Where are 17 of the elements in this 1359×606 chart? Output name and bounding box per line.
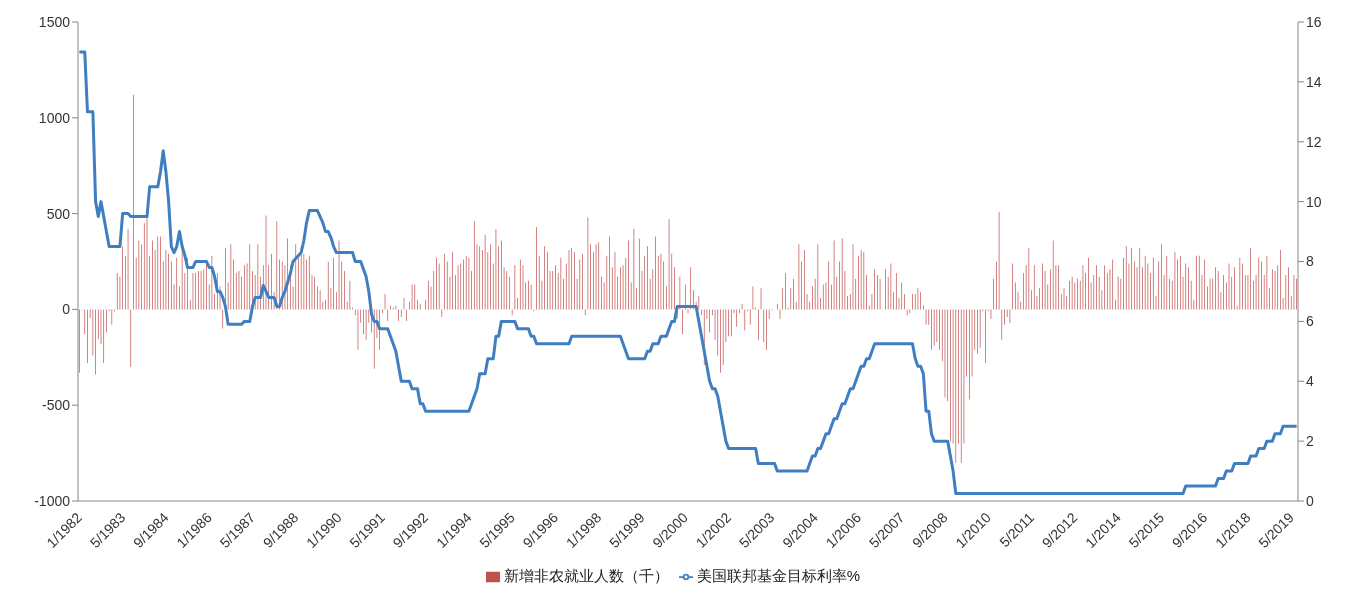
y-tick-label: 500	[46, 205, 71, 222]
y2-tick-label: 6	[1306, 313, 1314, 330]
y2-tick-label: 16	[1306, 13, 1322, 30]
y-tick-label: 0	[62, 301, 71, 318]
legend-label: 美国联邦基金目标利率%	[696, 567, 861, 584]
y2-tick-label: 10	[1306, 193, 1322, 210]
y2-tick-label: 0	[1306, 492, 1314, 509]
y2-tick-label: 2	[1306, 433, 1314, 450]
y-tick-label: -500	[41, 397, 71, 414]
y2-tick-label: 8	[1306, 253, 1314, 270]
y-tick-label: 1000	[38, 109, 71, 126]
y2-tick-label: 14	[1306, 73, 1322, 90]
y2-tick-label: 4	[1306, 373, 1314, 390]
legend-label: 新增非农就业人数（千）	[503, 567, 669, 584]
y-tick-label: -1000	[34, 492, 71, 509]
y2-tick-label: 12	[1306, 133, 1322, 150]
y-tick-label: 1500	[38, 13, 71, 30]
